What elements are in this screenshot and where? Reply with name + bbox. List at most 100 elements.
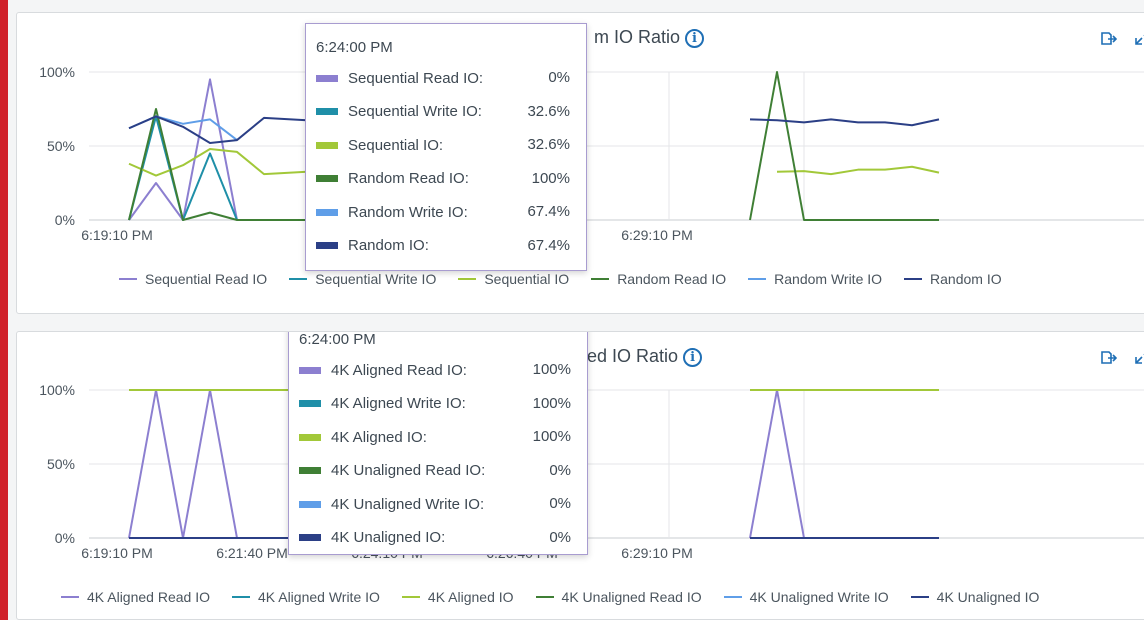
- tooltip-time: 6:24:00 PM: [316, 39, 393, 56]
- legend-label: Sequential IO: [484, 271, 570, 287]
- tooltip-row: 4K Aligned Write IO:: [299, 394, 466, 414]
- info-icon[interactable]: i: [685, 29, 705, 48]
- legend-label: 4K Unaligned Read IO: [561, 589, 702, 605]
- legend-item[interactable]: 4K Unaligned IO: [910, 589, 1040, 605]
- legend-swatch: [910, 596, 929, 598]
- legend-label: Random Write IO: [774, 271, 883, 287]
- tooltip-row: 4K Aligned Read IO:: [299, 360, 467, 380]
- aligned-io-ratio-chart-card: 0%50%100%6:19:10 PM6:21:40 PM6:24:10 PM6…: [16, 331, 1144, 620]
- tooltip-row: Random Write IO:: [316, 202, 468, 222]
- legend-label: Random Read IO: [617, 271, 727, 287]
- legend-label: 4K Aligned IO: [427, 589, 514, 605]
- legend-swatch: [119, 278, 137, 280]
- chart-title: m IO Ratio i: [594, 27, 705, 48]
- tooltip-value: 0%: [548, 69, 570, 86]
- x-tick-label: 6:29:10 PM: [621, 545, 693, 561]
- tooltip-label: 4K Aligned Write IO:: [331, 395, 466, 412]
- tooltip-value: 100%: [532, 394, 571, 412]
- legend-item[interactable]: Sequential IO: [458, 271, 569, 287]
- tooltip-swatch: [299, 366, 321, 374]
- legend-item[interactable]: 4K Aligned IO: [401, 589, 514, 605]
- y-tick-label: 0%: [55, 530, 75, 546]
- tooltip-value: 0%: [549, 495, 571, 512]
- tooltip-value: 32.6%: [527, 136, 570, 153]
- legend-item[interactable]: Sequential Write IO: [289, 271, 436, 287]
- legend-label: 4K Unaligned Write IO: [749, 589, 889, 605]
- tooltip-label: Random Write IO:: [348, 203, 468, 221]
- legend-swatch: [535, 596, 554, 598]
- legend-label: Random IO: [930, 271, 1002, 287]
- legend-swatch: [458, 278, 477, 280]
- tooltip-label: 4K Unaligned Write IO:: [331, 495, 485, 513]
- y-tick-label: 50%: [47, 138, 75, 154]
- legend-swatch: [748, 278, 767, 280]
- io-ratio-chart-card: 0%50%100%6:19:10 PM6:24:10 PM6:26:40 PM6…: [16, 12, 1144, 314]
- tooltip-swatch: [299, 433, 321, 441]
- tooltip-value: 67.4%: [527, 203, 570, 220]
- legend-label: 4K Aligned Read IO: [87, 589, 210, 605]
- tooltip-label: Random IO:: [348, 237, 429, 254]
- tooltip-swatch: [299, 500, 321, 508]
- tooltip-time: 6:24:00 PM: [299, 331, 376, 348]
- y-tick-label: 50%: [47, 456, 75, 472]
- x-tick-label: 6:19:10 PM: [81, 545, 153, 561]
- legend-label: 4K Unaligned IO: [936, 589, 1040, 605]
- tooltip-swatch: [316, 175, 338, 182]
- tooltip-row: 4K Aligned IO:: [299, 427, 427, 447]
- series-line: [749, 118, 940, 127]
- gridlines: [89, 389, 1144, 539]
- legend-swatch: [591, 278, 610, 280]
- chart-tooltip: 6:24:00 PM 4K Aligned Read IO: 100% 4K Alig…: [288, 331, 588, 555]
- legend-swatch: [904, 278, 923, 280]
- tooltip-swatch: [299, 534, 321, 541]
- legend-swatch: [401, 596, 420, 598]
- chart-title: ed IO Ratio i: [587, 346, 703, 367]
- tooltip-label: 4K Unaligned IO:: [331, 529, 446, 546]
- tooltip-label: Sequential Read IO:: [348, 69, 484, 87]
- tooltip-label: 4K Aligned IO:: [331, 428, 427, 446]
- tooltip-value: 100%: [532, 428, 571, 445]
- legend-item[interactable]: 4K Unaligned Write IO: [723, 589, 889, 605]
- legend-item[interactable]: 4K Aligned Read IO: [61, 589, 210, 605]
- legend-item[interactable]: Random IO: [904, 271, 1002, 287]
- y-tick-label: 100%: [39, 382, 75, 398]
- tooltip-value: 100%: [531, 169, 570, 187]
- chart-legend: Sequential Read IO Sequential Write IO Seq…: [119, 271, 1024, 287]
- y-tick-label: 0%: [55, 212, 75, 228]
- chart-title-text: m IO Ratio: [594, 27, 681, 47]
- tooltip-value: 32.6%: [527, 102, 570, 120]
- legend-item[interactable]: Random Write IO: [748, 271, 882, 287]
- tooltip-swatch: [299, 467, 321, 474]
- tooltip-row: 4K Unaligned IO:: [299, 528, 445, 548]
- tooltip-row: Random IO:: [316, 236, 429, 256]
- tooltip-label: Random Read IO:: [348, 170, 469, 187]
- legend-item[interactable]: 4K Aligned Write IO: [231, 589, 380, 605]
- chart-legend: 4K Aligned Read IO 4K Aligned Write IO 4K …: [61, 589, 1061, 605]
- tooltip-value: 0%: [549, 461, 571, 479]
- y-tick-label: 100%: [39, 64, 75, 80]
- legend-item[interactable]: Random Read IO: [591, 271, 726, 287]
- info-icon[interactable]: i: [683, 348, 703, 367]
- legend-label: Sequential Write IO: [315, 271, 437, 287]
- dashboard-page: 0%50%100%6:19:10 PM6:24:10 PM6:26:40 PM6…: [8, 0, 1144, 620]
- legend-item[interactable]: Sequential Read IO: [119, 271, 267, 287]
- tooltip-label: 4K Aligned Read IO:: [331, 361, 467, 379]
- tooltip-label: Sequential IO:: [348, 136, 444, 154]
- tooltip-value: 0%: [549, 528, 571, 546]
- tooltip-row: Sequential Read IO:: [316, 68, 483, 88]
- tooltip-row: Sequential IO:: [316, 135, 443, 155]
- tooltip-row: Sequential Write IO:: [316, 102, 482, 122]
- tooltip-swatch: [316, 208, 338, 216]
- legend-item[interactable]: 4K Unaligned Read IO: [535, 589, 702, 605]
- series-line: [776, 165, 940, 176]
- tooltip-label: 4K Unaligned Read IO:: [331, 462, 486, 479]
- tooltip-value: 67.4%: [527, 236, 570, 254]
- tooltip-swatch: [316, 242, 338, 249]
- tooltip-swatch: [316, 74, 338, 82]
- legend-label: Sequential Read IO: [145, 271, 268, 287]
- legend-swatch: [61, 596, 79, 598]
- x-tick-label: 6:19:10 PM: [81, 227, 153, 243]
- tooltip-swatch: [316, 141, 338, 149]
- tooltip-row: 4K Unaligned Read IO:: [299, 461, 485, 481]
- tooltip-label: Sequential Write IO:: [348, 103, 482, 120]
